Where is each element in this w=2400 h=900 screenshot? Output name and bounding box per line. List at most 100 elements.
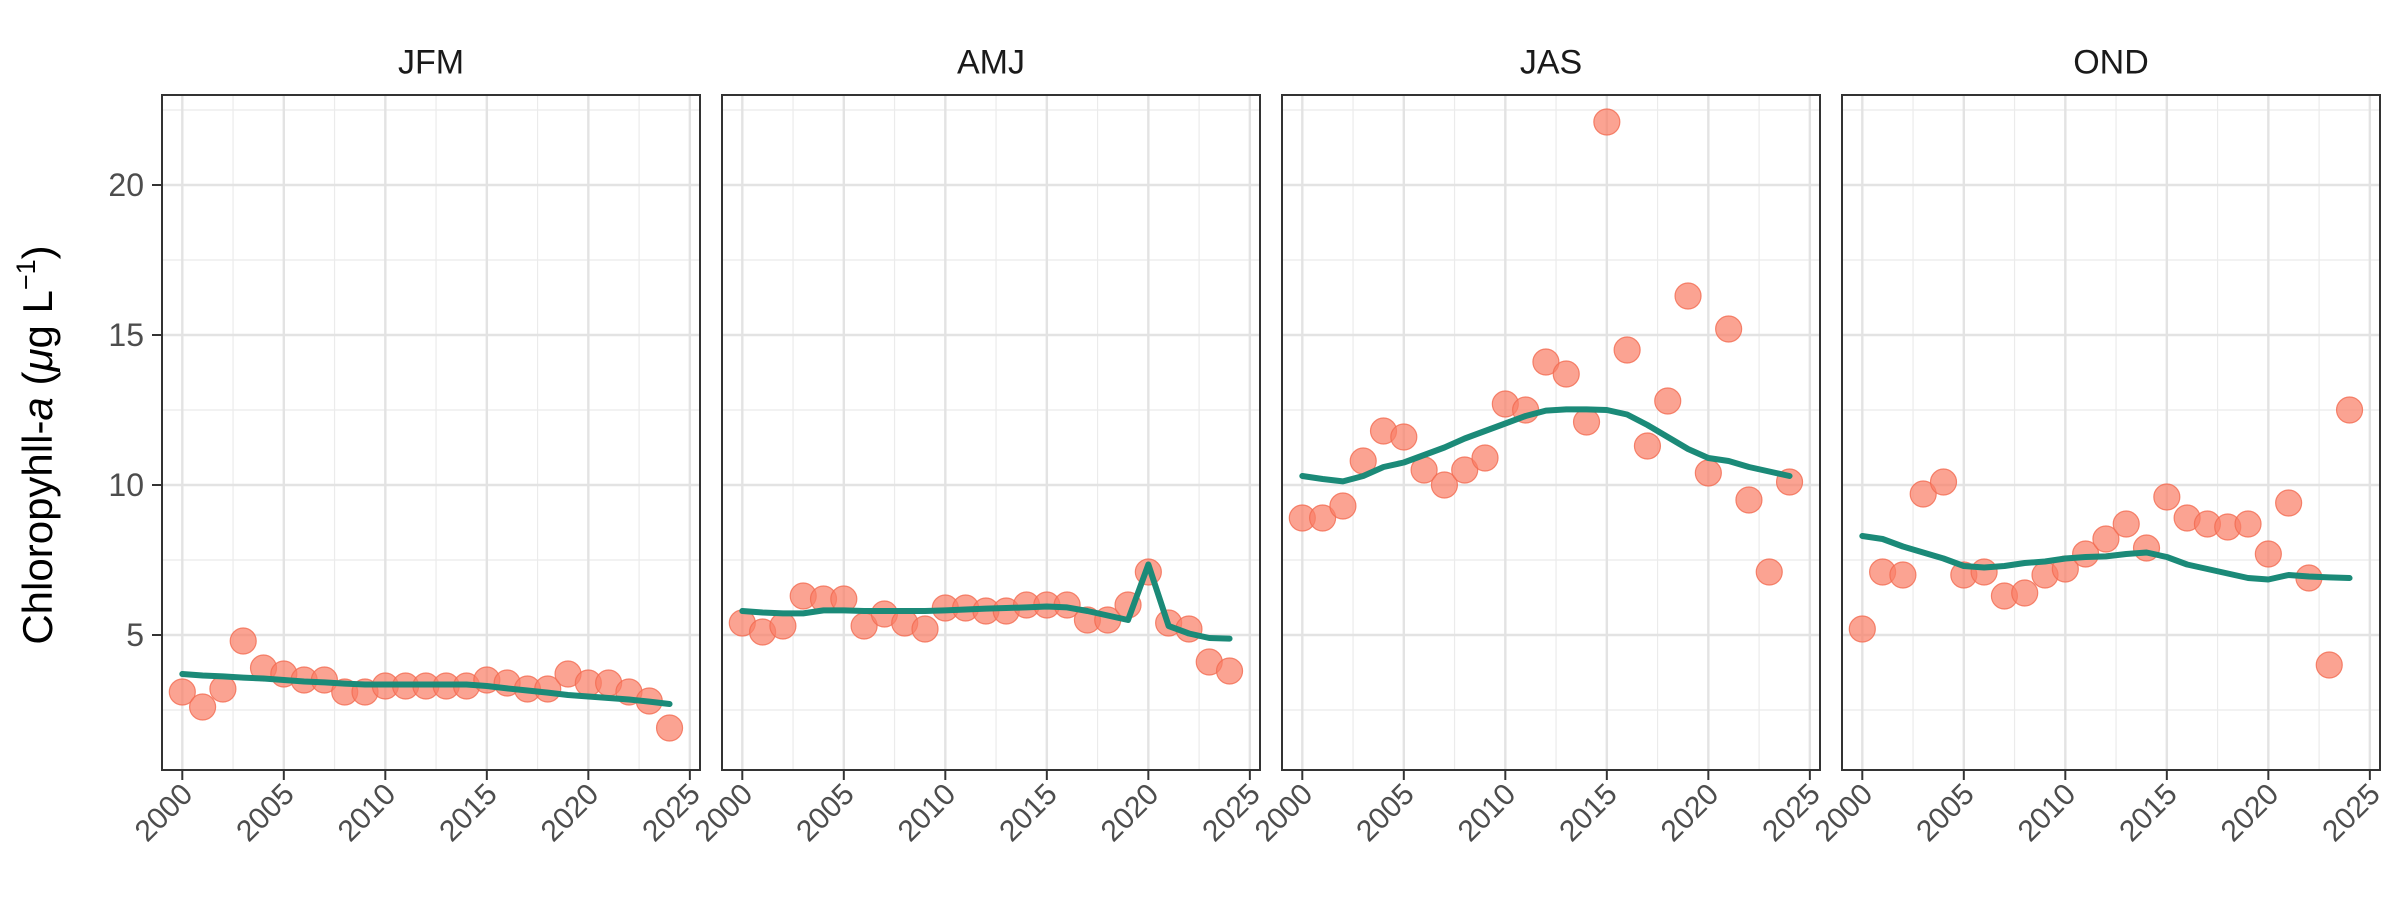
data-point: [2254, 540, 2282, 568]
data-point: [1755, 558, 1783, 586]
data-point: [769, 612, 797, 640]
y-axis-label-open: (: [14, 372, 61, 398]
x-tick-label: 2005: [230, 778, 301, 849]
data-point: [2315, 651, 2343, 679]
y-axis-label-close: ): [14, 245, 61, 259]
data-point: [655, 714, 684, 742]
x-tick-label: 2020: [535, 778, 606, 849]
y-axis: 5 10 15 20: [108, 167, 162, 653]
panel-title: JFM: [398, 44, 464, 82]
x-tick-label: 2010: [2012, 778, 2083, 849]
data-point: [229, 627, 257, 655]
x-tick-label: 2020: [1095, 778, 1166, 849]
data-point: [2234, 510, 2262, 538]
y-axis-label-prefix: Chloropyhll-: [14, 421, 61, 645]
x-tick-label: 2025: [1196, 778, 1267, 849]
data-point: [1593, 108, 1621, 136]
x-tick-label: 2025: [2316, 778, 2387, 849]
x-tick-label: 2015: [993, 778, 1064, 849]
x-tick-label: 2000: [129, 778, 200, 849]
x-tick-label: 2005: [1910, 778, 1981, 849]
x-tick-label: 2000: [1809, 778, 1880, 849]
panel-border: [161, 94, 701, 771]
data-point: [1451, 456, 1479, 484]
data-point: [1329, 492, 1357, 520]
panel-jfm: JFM 2000 2005 2010 2015 2020 2025 5 10 15 20: [108, 44, 706, 849]
grid-lines: [1842, 95, 2380, 770]
data-point: [2153, 483, 2181, 511]
x-tick-label: 2015: [2113, 778, 2184, 849]
data-points: [1848, 396, 2364, 679]
data-point: [1929, 468, 1958, 496]
data-point: [168, 678, 196, 706]
data-point: [1532, 348, 1560, 376]
grid-lines: [722, 95, 1260, 770]
x-tick-label: 2015: [1553, 778, 1624, 849]
data-point: [911, 615, 939, 643]
y-axis-label-mu: μ: [14, 349, 61, 373]
panel-title: JAS: [1520, 44, 1582, 82]
data-point: [1390, 423, 1418, 451]
data-point: [2092, 525, 2120, 553]
y-tick-label: 5: [126, 617, 144, 653]
data-point: [189, 693, 217, 721]
panel-ond: OND 2000 2005 2010 2015 2020 2025: [1809, 44, 2387, 849]
x-tick-label: 2000: [1249, 778, 1320, 849]
x-tick-label: 2025: [636, 778, 707, 849]
y-tick-label: 10: [108, 467, 144, 503]
y-tick-label: 20: [108, 167, 144, 203]
data-point: [1215, 657, 1244, 685]
trend-line: [1299, 406, 1793, 485]
y-axis-label: Chloropyhll-a (μg L−1): [11, 245, 61, 644]
data-point: [2335, 396, 2364, 424]
trend-line: [1859, 533, 2353, 583]
grid-lines: [162, 95, 700, 770]
data-point: [1889, 561, 1917, 589]
panel-title: AMJ: [957, 44, 1025, 82]
trend-line: [739, 561, 1233, 642]
panel-title: OND: [2073, 44, 2149, 82]
panel-border: [721, 94, 1261, 771]
svg-text:Chloropyhll-a (μg L−1): Chloropyhll-a (μg L−1): [11, 245, 61, 644]
data-point: [1430, 471, 1459, 499]
x-axis: 2000 2005 2010 2015 2020 2025: [1809, 770, 2387, 848]
data-point: [1970, 558, 1998, 586]
data-point: [1654, 387, 1682, 415]
data-point: [1715, 315, 1743, 343]
x-tick-label: 2010: [892, 778, 963, 849]
data-point: [1471, 444, 1499, 472]
y-axis-label-unit: g L: [14, 290, 61, 348]
trend-line: [179, 671, 673, 707]
panel-amj: AMJ 2000 2005 2010 2015 2020 2025: [689, 44, 1267, 849]
grid-lines: [1282, 95, 1820, 770]
x-tick-label: 2010: [1452, 778, 1523, 849]
data-point: [1633, 432, 1662, 460]
x-tick-label: 2025: [1756, 778, 1827, 849]
data-point: [2011, 579, 2039, 607]
y-axis-label-italic: a: [14, 397, 61, 420]
panel-border: [1281, 94, 1821, 771]
y-tick-label: 15: [108, 317, 144, 353]
x-tick-label: 2010: [332, 778, 403, 849]
data-point: [1309, 504, 1337, 532]
data-point: [1694, 459, 1722, 487]
data-point: [1735, 486, 1763, 514]
x-tick-label: 2005: [790, 778, 861, 849]
x-axis: 2000 2005 2010 2015 2020 2025: [689, 770, 1267, 848]
x-tick-label: 2015: [433, 778, 504, 849]
panel-border: [1841, 94, 2381, 771]
facet-panels: JFM 2000 2005 2010 2015 2020 2025 5 10 15 20 AMJ 200…: [108, 44, 2386, 849]
data-point: [1552, 360, 1580, 388]
x-axis: 2000 2005 2010 2015 2020 2025: [129, 770, 707, 848]
x-axis: 2000 2005 2010 2015 2020 2025: [1249, 770, 1827, 848]
data-point: [1613, 336, 1641, 364]
data-point: [2112, 510, 2140, 538]
x-tick-label: 2020: [2215, 778, 2286, 849]
data-points: [1288, 108, 1804, 586]
data-point: [1674, 282, 1702, 310]
y-axis-label-sup: −1: [11, 259, 41, 290]
data-point: [1909, 480, 1937, 508]
data-point: [1848, 615, 1876, 643]
x-tick-label: 2020: [1655, 778, 1726, 849]
